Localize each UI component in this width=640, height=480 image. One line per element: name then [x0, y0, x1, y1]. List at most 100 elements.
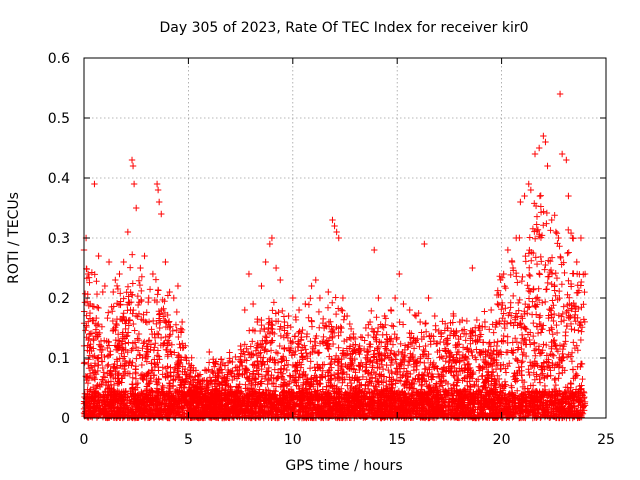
- data-point: [518, 345, 525, 353]
- data-point: [378, 356, 386, 364]
- data-point: [392, 380, 399, 387]
- data-point: [134, 292, 142, 300]
- data-point: [347, 325, 355, 333]
- data-point: [93, 278, 100, 285]
- data-point: [422, 328, 430, 335]
- data-point: [359, 373, 367, 381]
- data-point: [89, 353, 97, 361]
- data-point: [514, 279, 521, 286]
- data-point: [526, 264, 533, 272]
- data-point: [196, 371, 204, 378]
- data-point: [324, 304, 332, 311]
- data-point: [500, 361, 507, 368]
- data-point: [398, 361, 405, 369]
- data-point: [156, 324, 163, 332]
- data-point: [391, 330, 398, 338]
- data-point: [236, 381, 243, 388]
- data-point: [525, 295, 533, 302]
- data-point: [305, 301, 313, 308]
- data-point: [275, 309, 282, 316]
- data-point: [576, 320, 583, 328]
- data-point: [560, 354, 567, 361]
- data-point: [473, 316, 481, 324]
- data-point: [459, 344, 467, 351]
- data-point: [516, 296, 523, 304]
- data-point: [558, 281, 566, 288]
- data-point: [138, 316, 145, 323]
- data-point: [393, 334, 401, 341]
- data-point: [135, 330, 143, 338]
- data-point: [529, 225, 537, 232]
- data-point: [553, 274, 561, 282]
- data-point: [388, 322, 396, 329]
- data-point: [559, 310, 566, 318]
- data-point: [572, 370, 580, 378]
- data-point: [379, 323, 386, 330]
- data-point: [533, 221, 540, 228]
- data-point: [549, 297, 556, 304]
- data-point: [519, 273, 526, 281]
- data-point: [167, 348, 174, 355]
- data-point: [522, 300, 529, 308]
- data-point: [504, 333, 511, 340]
- data-point: [160, 313, 167, 320]
- data-point: [507, 271, 514, 279]
- data-point: [329, 299, 336, 306]
- data-point: [565, 249, 572, 256]
- data-point: [332, 310, 340, 318]
- data-point: [480, 356, 487, 364]
- data-point: [485, 340, 493, 348]
- data-point: [87, 364, 95, 371]
- data-point: [276, 342, 283, 350]
- data-point: [132, 343, 140, 351]
- data-point: [140, 311, 147, 318]
- data-point: [322, 373, 329, 380]
- data-point: [297, 364, 304, 371]
- data-point: [206, 374, 214, 381]
- data-point: [129, 310, 136, 317]
- data-point: [315, 308, 323, 316]
- data-point: [399, 357, 406, 364]
- data-point: [311, 338, 318, 346]
- data-point: [551, 212, 558, 219]
- data-point: [565, 277, 572, 284]
- data-point: [129, 251, 136, 258]
- data-point: [578, 324, 586, 331]
- data-point: [515, 299, 522, 307]
- data-point: [346, 320, 353, 328]
- data-point: [134, 301, 142, 309]
- data-point: [494, 287, 501, 294]
- data-point: [299, 326, 306, 334]
- data-point: [397, 340, 404, 348]
- data-point: [522, 352, 530, 360]
- data-point: [506, 309, 513, 316]
- data-point: [136, 351, 143, 358]
- data-point: [244, 349, 252, 356]
- data-point: [151, 334, 159, 341]
- data-point: [164, 292, 172, 299]
- data-point: [284, 322, 291, 329]
- data-point: [344, 382, 351, 389]
- data-point: [306, 365, 314, 372]
- data-point: [91, 320, 99, 327]
- data-point: [564, 307, 572, 314]
- data-point: [560, 303, 567, 310]
- data-point: [95, 304, 102, 312]
- data-point: [351, 355, 358, 363]
- data-point: [105, 309, 112, 316]
- data-point: [382, 345, 389, 352]
- data-point: [534, 329, 542, 337]
- data-point: [424, 369, 431, 377]
- data-point: [472, 332, 479, 339]
- data-point: [531, 200, 538, 207]
- data-point: [100, 373, 107, 380]
- data-point: [574, 282, 581, 289]
- data-point: [104, 362, 111, 370]
- data-point: [264, 380, 271, 388]
- data-point: [552, 292, 559, 299]
- data-point: [113, 282, 121, 290]
- data-point: [134, 313, 141, 320]
- data-point: [253, 352, 261, 359]
